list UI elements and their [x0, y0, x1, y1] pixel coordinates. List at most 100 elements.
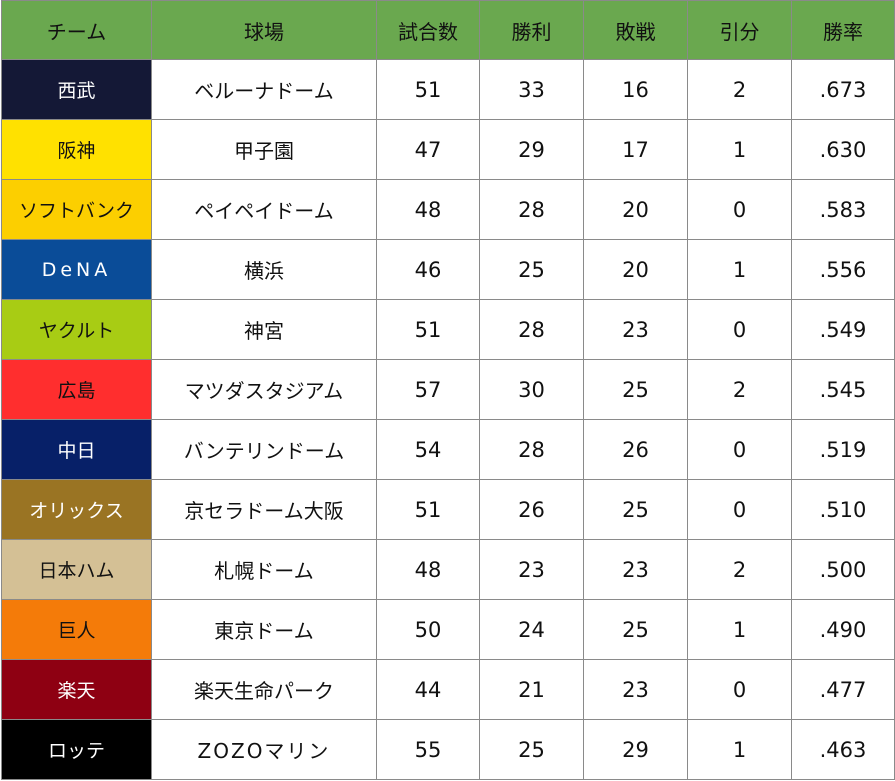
win-pct-cell: .477: [791, 659, 895, 720]
win-pct-cell: .673: [791, 59, 895, 120]
table-row: 阪神 甲子園 47 29 17 1.630: [1, 119, 895, 180]
games-cell: 51: [376, 479, 480, 540]
draws-cell: 1: [687, 719, 792, 780]
losses-cell: 23: [583, 659, 688, 720]
losses-cell: 20: [583, 179, 688, 240]
losses-cell: 17: [583, 119, 688, 180]
wins-cell: 29: [479, 119, 584, 180]
wins-cell: 28: [479, 299, 584, 360]
losses-cell: 16: [583, 59, 688, 120]
wins-cell: 24: [479, 599, 584, 660]
stadium-cell: ペイペイドーム: [151, 179, 377, 240]
team-cell: 楽天: [1, 659, 152, 720]
win-pct-cell: .500: [791, 539, 895, 600]
games-cell: 47: [376, 119, 480, 180]
win-pct-cell: .545: [791, 359, 895, 420]
header-wins: 勝利: [479, 0, 584, 60]
draws-cell: 0: [687, 419, 792, 480]
games-cell: 57: [376, 359, 480, 420]
team-cell: DeNA: [1, 239, 152, 300]
table-row: 日本ハム 札幌ドーム 48 23 23 2.500: [1, 539, 895, 600]
games-cell: 51: [376, 59, 480, 120]
win-pct-cell: .556: [791, 239, 895, 300]
wins-cell: 25: [479, 719, 584, 780]
header-draws: 引分: [687, 0, 792, 60]
draws-cell: 0: [687, 659, 792, 720]
games-cell: 51: [376, 299, 480, 360]
losses-cell: 25: [583, 479, 688, 540]
losses-cell: 26: [583, 419, 688, 480]
losses-cell: 29: [583, 719, 688, 780]
team-cell: ロッテ: [1, 719, 152, 780]
wins-cell: 26: [479, 479, 584, 540]
wins-cell: 28: [479, 179, 584, 240]
draws-cell: 0: [687, 179, 792, 240]
stadium-cell: マツダスタジアム: [151, 359, 377, 420]
draws-cell: 2: [687, 539, 792, 600]
stadium-cell: 楽天生命パーク: [151, 659, 377, 720]
table-header: チーム 球場 試合数 勝利 敗戦 引分 勝率: [1, 0, 895, 60]
games-cell: 44: [376, 659, 480, 720]
stadium-cell: 札幌ドーム: [151, 539, 377, 600]
team-cell: オリックス: [1, 479, 152, 540]
team-cell: ヤクルト: [1, 299, 152, 360]
draws-cell: 0: [687, 299, 792, 360]
draws-cell: 0: [687, 479, 792, 540]
wins-cell: 28: [479, 419, 584, 480]
stadium-cell: 甲子園: [151, 119, 377, 180]
win-pct-cell: .630: [791, 119, 895, 180]
wins-cell: 25: [479, 239, 584, 300]
team-cell: 中日: [1, 419, 152, 480]
draws-cell: 1: [687, 599, 792, 660]
games-cell: 55: [376, 719, 480, 780]
table-row: ロッテ ZOZOマリン 55 25 29 1.463: [1, 719, 895, 780]
win-pct-cell: .549: [791, 299, 895, 360]
games-cell: 54: [376, 419, 480, 480]
team-cell: 日本ハム: [1, 539, 152, 600]
draws-cell: 2: [687, 359, 792, 420]
header-stadium: 球場: [151, 0, 377, 60]
stadium-cell: ベルーナドーム: [151, 59, 377, 120]
header-win-pct: 勝率: [791, 0, 895, 60]
table-row: オリックス 京セラドーム大阪 51 26 25 0.510: [1, 479, 895, 540]
wins-cell: 30: [479, 359, 584, 420]
table-row: ヤクルト 神宮 51 28 23 0.549: [1, 299, 895, 360]
table-body: 西武 ベルーナドーム 51 33 16 2.673 阪神 甲子園 47 29 17 1.630 ソフトバ…: [1, 59, 895, 780]
table-row: 西武 ベルーナドーム 51 33 16 2.673: [1, 59, 895, 120]
games-cell: 46: [376, 239, 480, 300]
wins-cell: 21: [479, 659, 584, 720]
losses-cell: 25: [583, 359, 688, 420]
games-cell: 48: [376, 539, 480, 600]
win-pct-cell: .510: [791, 479, 895, 540]
team-cell: 巨人: [1, 599, 152, 660]
team-cell: 広島: [1, 359, 152, 420]
draws-cell: 1: [687, 239, 792, 300]
header-games: 試合数: [376, 0, 480, 60]
team-cell: 阪神: [1, 119, 152, 180]
losses-cell: 20: [583, 239, 688, 300]
table-row: 広島 マツダスタジアム 57 30 25 2.545: [1, 359, 895, 420]
stadium-cell: 東京ドーム: [151, 599, 377, 660]
win-pct-cell: .463: [791, 719, 895, 780]
header-losses: 敗戦: [583, 0, 688, 60]
table-row: 中日 バンテリンドーム 54 28 26 0.519: [1, 419, 895, 480]
table-row: 巨人 東京ドーム 50 24 25 1.490: [1, 599, 895, 660]
losses-cell: 23: [583, 299, 688, 360]
draws-cell: 1: [687, 119, 792, 180]
stadium-cell: 京セラドーム大阪: [151, 479, 377, 540]
stadium-cell: 横浜: [151, 239, 377, 300]
win-pct-cell: .490: [791, 599, 895, 660]
team-cell: ソフトバンク: [1, 179, 152, 240]
stadium-cell: 神宮: [151, 299, 377, 360]
table-row: DeNA 横浜 46 25 20 1.556: [1, 239, 895, 300]
draws-cell: 2: [687, 59, 792, 120]
table-row: ソフトバンク ペイペイドーム 48 28 20 0.583: [1, 179, 895, 240]
wins-cell: 23: [479, 539, 584, 600]
team-cell: 西武: [1, 59, 152, 120]
table-row: 楽天 楽天生命パーク 44 21 23 0.477: [1, 659, 895, 720]
losses-cell: 25: [583, 599, 688, 660]
win-pct-cell: .519: [791, 419, 895, 480]
win-pct-cell: .583: [791, 179, 895, 240]
games-cell: 50: [376, 599, 480, 660]
